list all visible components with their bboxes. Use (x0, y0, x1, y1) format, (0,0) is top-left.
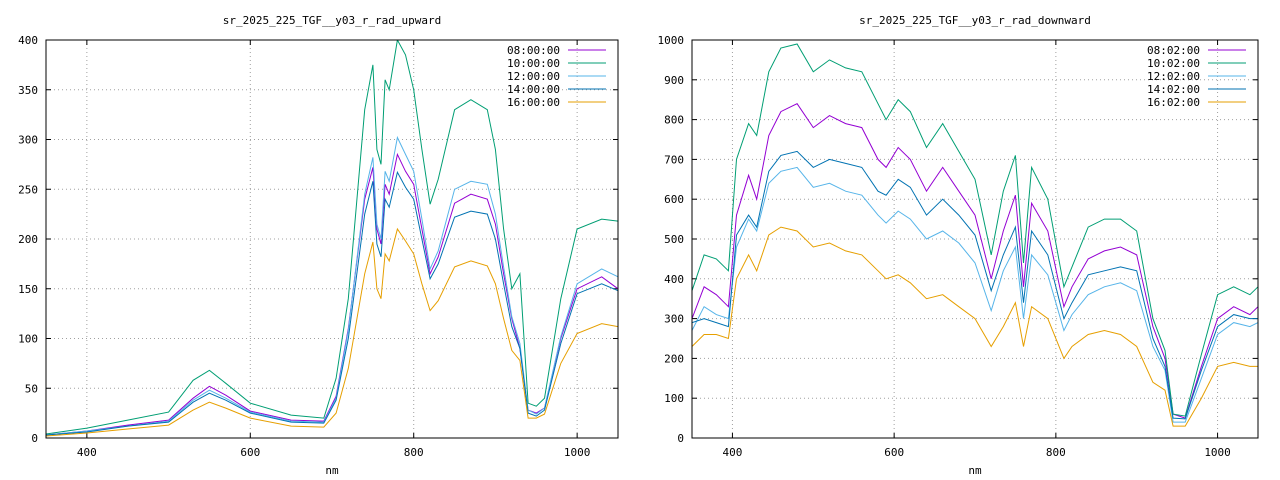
series-line-10:00:00 (46, 40, 618, 435)
chart-title: sr_2025_225_TGF__y03_r_rad_downward (859, 14, 1091, 27)
x-axis-label: nm (968, 464, 982, 477)
x-tick-label: 400 (722, 446, 742, 459)
series-line-16:02:00 (692, 226, 1258, 427)
y-tick-label: 800 (664, 114, 684, 127)
y-tick-label: 200 (18, 233, 38, 246)
x-tick-label: 400 (77, 446, 97, 459)
x-axis-label: nm (325, 464, 339, 477)
series-line-10:02:00 (692, 43, 1258, 417)
legend-label: 08:02:00 (1147, 44, 1200, 57)
y-tick-label: 0 (31, 432, 38, 445)
x-tick-label: 1000 (1204, 446, 1231, 459)
y-tick-label: 400 (18, 34, 38, 47)
y-tick-label: 300 (18, 134, 38, 147)
y-tick-label: 700 (664, 153, 684, 166)
x-tick-label: 600 (884, 446, 904, 459)
x-tick-label: 800 (1046, 446, 1066, 459)
series-line-14:02:00 (692, 150, 1258, 420)
y-tick-label: 200 (664, 352, 684, 365)
series-line-16:00:00 (46, 227, 618, 437)
downward-radiance-chart: sr_2025_225_TGF__y03_r_rad_downward 0 100 2… (658, 14, 1259, 477)
y-tick-label: 350 (18, 84, 38, 97)
y-tick-label: 400 (664, 273, 684, 286)
plot-frame (45, 39, 619, 439)
y-tick-label: 50 (25, 382, 38, 395)
legend-label: 08:00:00 (507, 44, 560, 57)
legend-label: 16:02:00 (1147, 96, 1200, 109)
y-tick-label: 900 (664, 74, 684, 87)
x-tick-label: 1000 (564, 446, 591, 459)
legend-label: 10:02:00 (1147, 57, 1200, 70)
legend-label: 14:02:00 (1147, 83, 1200, 96)
series-line-14:00:00 (46, 170, 618, 436)
y-tick-label: 500 (664, 233, 684, 246)
legend-label: 12:02:00 (1147, 70, 1200, 83)
upward-radiance-chart: sr_2025_225_TGF__y03_r_rad_upward 0 50 100 1… (18, 14, 619, 477)
y-tick-label: 1000 (658, 34, 685, 47)
x-tick-label: 600 (240, 446, 260, 459)
y-tick-label: 600 (664, 193, 684, 206)
y-tick-label: 100 (664, 392, 684, 405)
y-tick-label: 150 (18, 283, 38, 296)
plot-frame (691, 39, 1259, 439)
y-tick-label: 300 (664, 313, 684, 326)
series-line-12:02:00 (692, 166, 1258, 423)
y-tick-label: 250 (18, 183, 38, 196)
series-group (46, 40, 618, 437)
chart-title: sr_2025_225_TGF__y03_r_rad_upward (223, 14, 442, 27)
legend-label: 14:00:00 (507, 83, 560, 96)
x-tick-label: 800 (404, 446, 424, 459)
series-line-08:02:00 (692, 103, 1258, 419)
legend-label: 10:00:00 (507, 57, 560, 70)
y-tick-label: 0 (677, 432, 684, 445)
series-group (692, 43, 1258, 427)
legend-label: 16:00:00 (507, 96, 560, 109)
legend-label: 12:00:00 (507, 70, 560, 83)
y-tick-label: 100 (18, 333, 38, 346)
